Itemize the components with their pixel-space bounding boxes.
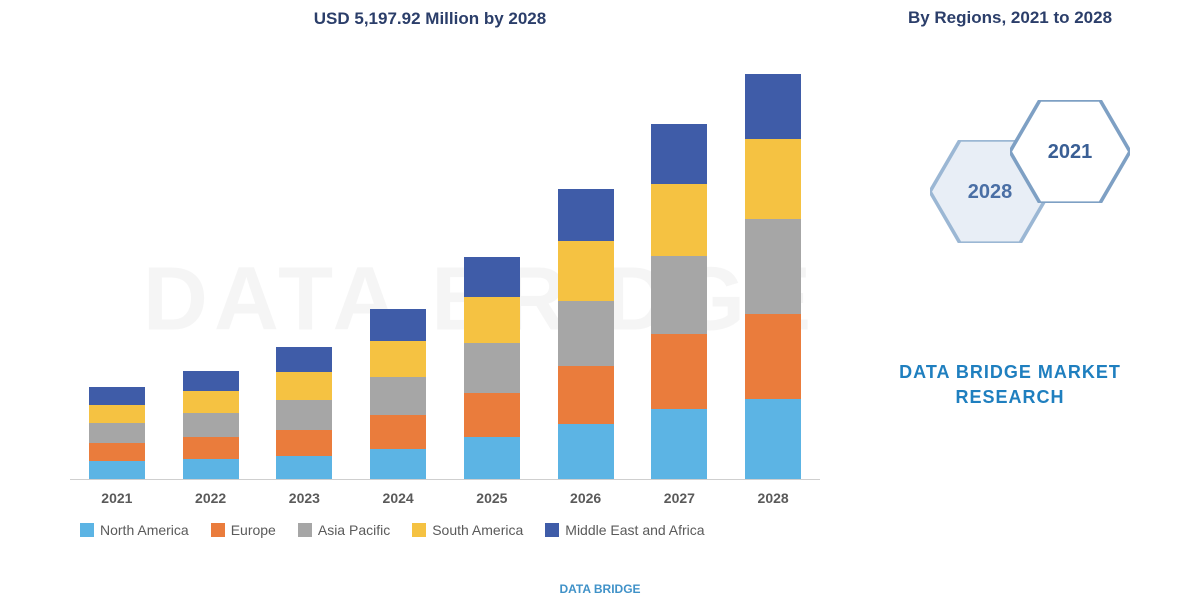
- bar-segment: [89, 423, 145, 443]
- right-panel: 20282021 DATA BRIDGE MARKET RESEARCH: [860, 100, 1160, 500]
- bar-segment: [558, 241, 614, 301]
- legend-item: South America: [412, 522, 523, 538]
- bar-segment: [183, 391, 239, 413]
- bar-segment: [183, 413, 239, 437]
- bar-column: [169, 371, 253, 479]
- bar-column: [356, 309, 440, 479]
- bar-column: [262, 347, 346, 479]
- bar-segment: [745, 399, 801, 479]
- legend-swatch: [412, 523, 426, 537]
- stacked-bar: [370, 309, 426, 479]
- legend-item: Asia Pacific: [298, 522, 390, 538]
- bar-segment: [464, 257, 520, 297]
- chart-legend: North America Europe Asia Pacific South Ame…: [80, 522, 830, 538]
- bar-segment: [651, 124, 707, 184]
- brand-line2: RESEARCH: [860, 385, 1160, 410]
- stacked-bar: [464, 257, 520, 479]
- stacked-bar: [745, 74, 801, 479]
- bar-segment: [89, 443, 145, 461]
- brand-line1: DATA BRIDGE MARKET: [860, 360, 1160, 385]
- x-axis-label: 2022: [169, 490, 253, 506]
- chart-title-right: By Regions, 2021 to 2028: [860, 8, 1160, 28]
- x-axis-label: 2028: [731, 490, 815, 506]
- hexagon-front: 2021: [1010, 100, 1130, 204]
- bar-column: [637, 124, 721, 479]
- bar-segment: [745, 314, 801, 399]
- bar-segment: [370, 309, 426, 341]
- bar-segment: [183, 437, 239, 459]
- bar-column: [731, 74, 815, 479]
- legend-swatch: [298, 523, 312, 537]
- bar-segment: [464, 437, 520, 479]
- bar-segment: [558, 189, 614, 241]
- legend-label: Asia Pacific: [318, 522, 390, 538]
- legend-item: Europe: [211, 522, 276, 538]
- bar-segment: [183, 371, 239, 391]
- stacked-bar: [183, 371, 239, 479]
- legend-swatch: [211, 523, 225, 537]
- bar-segment: [276, 400, 332, 430]
- legend-swatch: [545, 523, 559, 537]
- bar-segment: [651, 184, 707, 256]
- x-axis-label: 2025: [450, 490, 534, 506]
- bar-segment: [370, 449, 426, 479]
- bar-segment: [370, 377, 426, 415]
- bar-segment: [183, 459, 239, 479]
- hexagon-graphic: 20282021: [860, 100, 1160, 300]
- bar-segment: [651, 256, 707, 334]
- x-axis-label: 2023: [262, 490, 346, 506]
- bar-segment: [276, 347, 332, 372]
- stacked-bar: [276, 347, 332, 479]
- bar-segment: [370, 415, 426, 449]
- legend-label: Middle East and Africa: [565, 522, 704, 538]
- x-axis-label: 2021: [75, 490, 159, 506]
- bar-segment: [276, 372, 332, 400]
- bar-segment: [370, 341, 426, 377]
- footer-logo: DATA BRIDGE: [559, 582, 640, 596]
- stacked-bar: [651, 124, 707, 479]
- x-axis-label: 2027: [637, 490, 721, 506]
- bar-segment: [558, 366, 614, 424]
- bar-segment: [745, 219, 801, 314]
- bar-segment: [464, 297, 520, 343]
- bar-segment: [558, 424, 614, 479]
- legend-swatch: [80, 523, 94, 537]
- bar-segment: [89, 405, 145, 423]
- chart-title-left: USD 5,197.92 Million by 2028: [80, 8, 780, 31]
- stacked-bar: [558, 189, 614, 479]
- stacked-bar: [89, 387, 145, 479]
- bar-segment: [651, 334, 707, 409]
- bar-segment: [276, 430, 332, 456]
- bar-column: [450, 257, 534, 479]
- bar-segment: [651, 409, 707, 479]
- bar-segment: [89, 461, 145, 479]
- x-axis-label: 2026: [544, 490, 628, 506]
- bar-segment: [464, 393, 520, 437]
- bar-segment: [464, 343, 520, 393]
- bar-group: [70, 60, 820, 480]
- legend-label: North America: [100, 522, 189, 538]
- bar-segment: [745, 74, 801, 139]
- bar-column: [75, 387, 159, 479]
- brand-text: DATA BRIDGE MARKET RESEARCH: [860, 360, 1160, 410]
- legend-item: North America: [80, 522, 189, 538]
- bar-column: [544, 189, 628, 479]
- bar-segment: [276, 456, 332, 479]
- legend-label: Europe: [231, 522, 276, 538]
- bar-segment: [558, 301, 614, 366]
- legend-label: South America: [432, 522, 523, 538]
- chart-area: 20212022202320242025202620272028: [70, 60, 820, 480]
- bar-segment: [745, 139, 801, 219]
- x-axis-label: 2024: [356, 490, 440, 506]
- x-axis-labels: 2021 2022 2023 2024 2025 2026 2027 2028: [70, 480, 820, 506]
- legend-item: Middle East and Africa: [545, 522, 704, 538]
- bar-segment: [89, 387, 145, 405]
